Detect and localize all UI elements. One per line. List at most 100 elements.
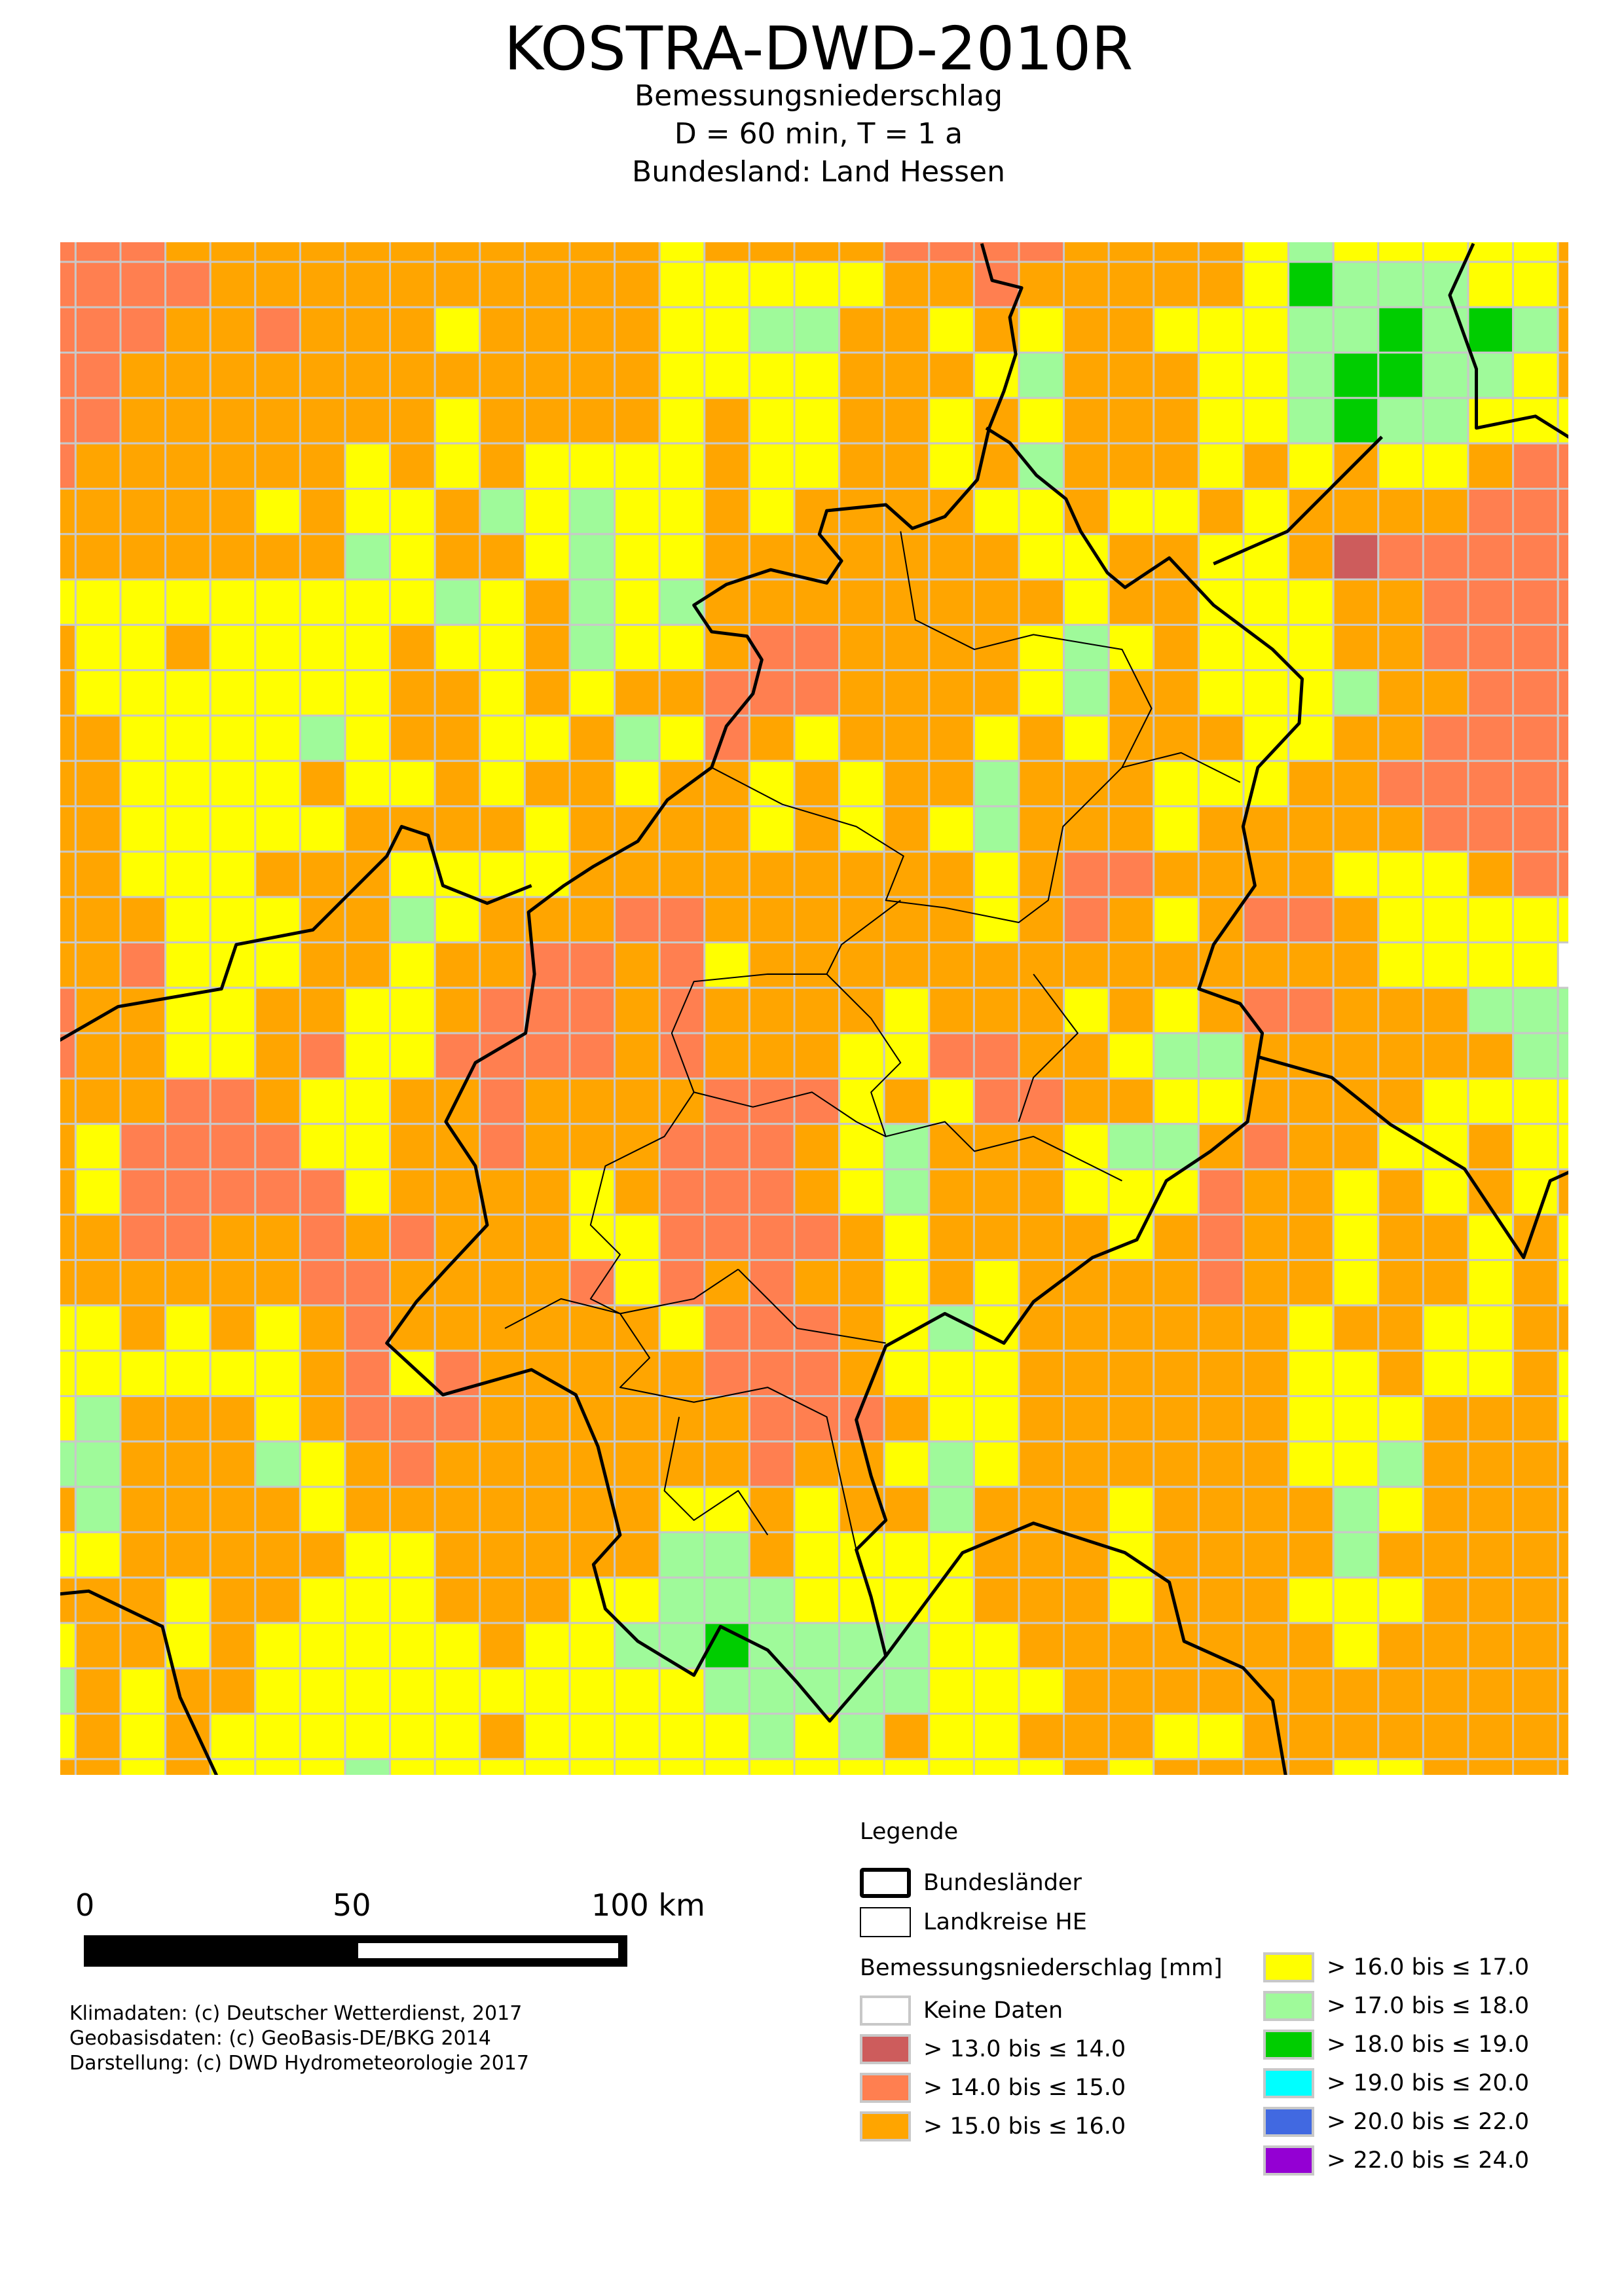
grid-cell [614, 1304, 661, 1352]
legend-class-label: > 15.0 bis ≤ 16.0 [923, 2113, 1126, 2140]
grid-cell [568, 242, 616, 263]
grid-cell [972, 261, 1020, 308]
grid-cell [254, 1531, 301, 1579]
grid-cell [1287, 1123, 1335, 1171]
grid-cell [1512, 1032, 1559, 1080]
grid-cell [164, 669, 212, 717]
grid-cell [344, 1440, 392, 1488]
grid-cell [703, 261, 750, 308]
grid-cell [479, 714, 526, 762]
grid-cell [1512, 941, 1559, 989]
grid-cell [972, 759, 1020, 808]
grid-cell [254, 306, 301, 354]
grid-cell [972, 1349, 1020, 1397]
grid-cell [972, 1485, 1020, 1533]
grid-cell [658, 896, 706, 944]
grid-cell [972, 1622, 1020, 1669]
grid-cell [389, 533, 436, 581]
grid-cell [119, 1032, 167, 1080]
grid-cell [523, 1758, 571, 1775]
grid-cell [1422, 1713, 1469, 1760]
grid-cell [1557, 1667, 1568, 1715]
grid-cell [1557, 1440, 1568, 1488]
grid-cell [254, 669, 301, 717]
grid-cell [838, 1622, 885, 1669]
grid-cell [703, 1168, 750, 1216]
grid-cell [1107, 1032, 1155, 1080]
grid-cell [434, 442, 481, 490]
grid-cell [299, 1349, 346, 1397]
grid-cell [164, 352, 212, 399]
grid-cell [1197, 669, 1245, 717]
grid-cell [1422, 987, 1469, 1034]
grid-cell [164, 1485, 212, 1533]
grid-cell [1422, 1576, 1469, 1624]
grid-cell [1107, 442, 1155, 490]
grid-cell [793, 261, 841, 308]
grid-cell [1422, 805, 1469, 853]
grid-cell [1107, 1123, 1155, 1171]
grid-cell [614, 714, 661, 762]
grid-cell [658, 1032, 706, 1080]
grid-cell [344, 1168, 392, 1216]
grid-cell [614, 1485, 661, 1533]
grid-cell [60, 805, 77, 853]
grid-cell [1153, 442, 1200, 490]
grid-cell [299, 306, 346, 354]
grid-cell [209, 533, 257, 581]
grid-cell [1107, 623, 1155, 672]
grid-cell [748, 896, 796, 944]
grid-cell [74, 987, 122, 1034]
grid-cell [119, 1713, 167, 1760]
grid-cell [60, 759, 77, 808]
grid-cell [1197, 1349, 1245, 1397]
grid-cell [299, 669, 346, 717]
grid-cell [254, 1168, 301, 1216]
grid-cell [1377, 759, 1424, 808]
grid-cell [928, 1395, 975, 1443]
grid-cell [838, 1349, 885, 1397]
grid-cell [1512, 242, 1559, 263]
grid-cell [299, 805, 346, 853]
grid-cell [209, 1395, 257, 1443]
grid-cell [1153, 1077, 1200, 1125]
grid-cell [1467, 1485, 1515, 1533]
grid-cell [434, 623, 481, 672]
grid-cell [164, 1667, 212, 1715]
grid-cell [1332, 533, 1380, 581]
grid-cell [883, 1758, 931, 1775]
grid-cell [568, 1349, 616, 1397]
grid-cell [1512, 442, 1559, 490]
grid-cell [1422, 1531, 1469, 1579]
grid-cell [1377, 714, 1424, 762]
grid-cell [119, 1395, 167, 1443]
grid-cell [1242, 533, 1290, 581]
grid-cell [164, 714, 212, 762]
grid-cell [1197, 306, 1245, 354]
grid-cell [1557, 1485, 1568, 1533]
grid-cell [883, 1531, 931, 1579]
grid-cell [1063, 896, 1110, 944]
grid-cell [1467, 488, 1515, 536]
grid-cell [434, 1077, 481, 1125]
grid-cell [1467, 442, 1515, 490]
grid-cell [74, 1531, 122, 1579]
grid-cell [1242, 1576, 1290, 1624]
grid-cell [1063, 306, 1110, 354]
grid-cell [1332, 1123, 1380, 1171]
grid-cell [119, 941, 167, 989]
grid-cell [164, 306, 212, 354]
grid-cell [1332, 352, 1380, 399]
grid-cell [748, 1713, 796, 1760]
grid-cell [1018, 1123, 1065, 1171]
grid-cell [1197, 1440, 1245, 1488]
grid-cell [1377, 987, 1424, 1034]
grid-cell [299, 1713, 346, 1760]
grid-cell [389, 1032, 436, 1080]
grid-cell [60, 352, 77, 399]
grid-cell [389, 488, 436, 536]
grid-cell [748, 488, 796, 536]
grid-cell [972, 1713, 1020, 1760]
grid-cell [389, 352, 436, 399]
grid-cell [928, 1349, 975, 1397]
